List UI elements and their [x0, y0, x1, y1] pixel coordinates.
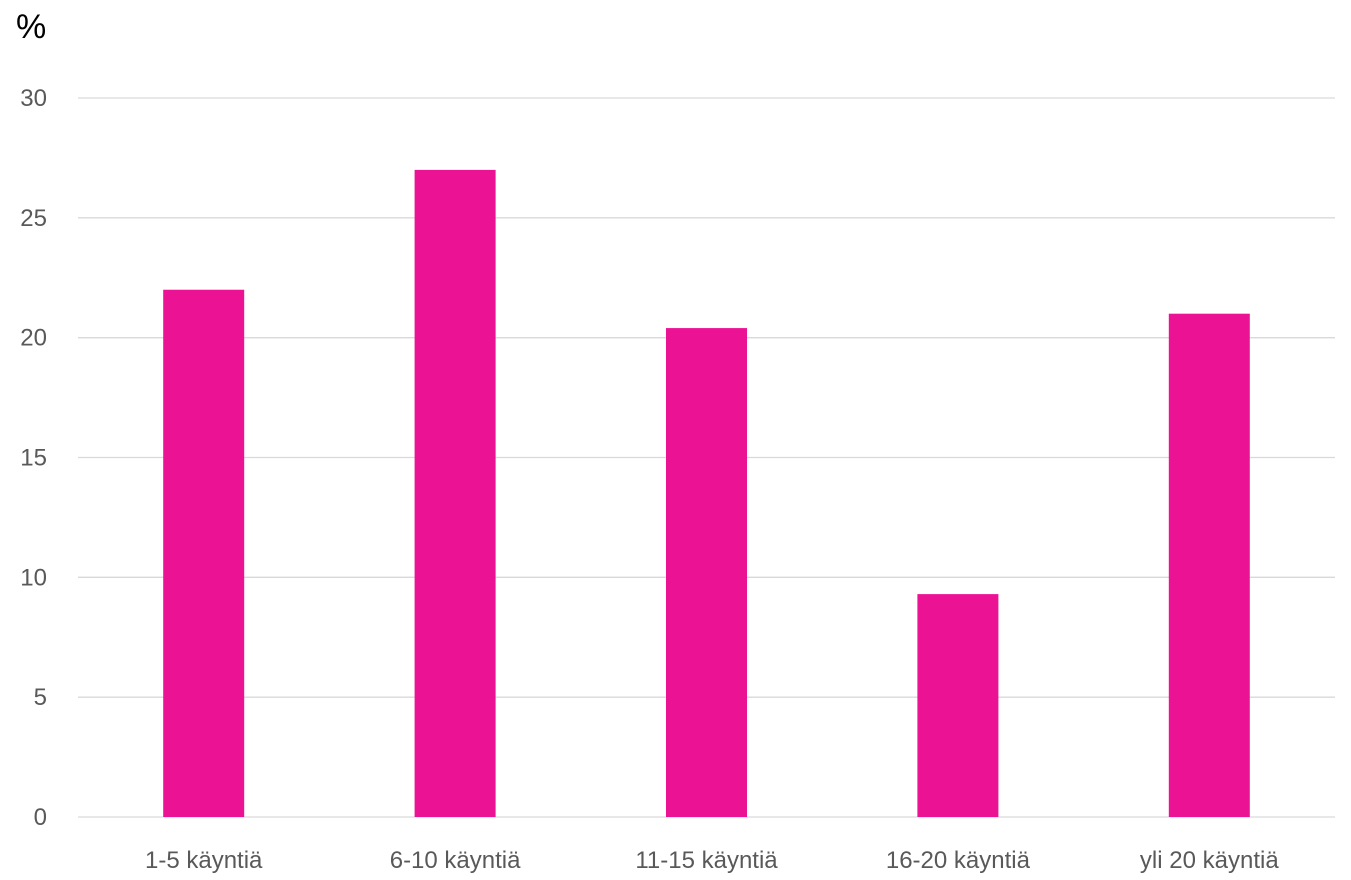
y-tick-label: 25 [20, 205, 47, 232]
y-tick-label: 5 [34, 684, 47, 711]
bar-5 [1168, 313, 1250, 817]
x-tick-label: 11-15 käyntiä [635, 847, 778, 874]
x-tick-label: 6-10 käyntiä [390, 847, 521, 874]
y-tick-label: 15 [20, 445, 47, 472]
y-tick-label: 20 [20, 325, 47, 352]
x-tick-label: yli 20 käyntiä [1140, 847, 1279, 874]
x-tick-label: 1-5 käyntiä [145, 847, 263, 874]
bar-4 [917, 594, 999, 817]
x-tick-label: 16-20 käyntiä [886, 847, 1031, 874]
y-axis-unit-label: % [16, 8, 47, 46]
bar-3 [666, 328, 747, 817]
y-tick-label: 30 [20, 85, 47, 112]
bar-1 [163, 289, 245, 817]
y-tick-label: 0 [34, 804, 47, 831]
y-tick-label: 10 [20, 564, 47, 591]
bar-2 [414, 169, 496, 817]
